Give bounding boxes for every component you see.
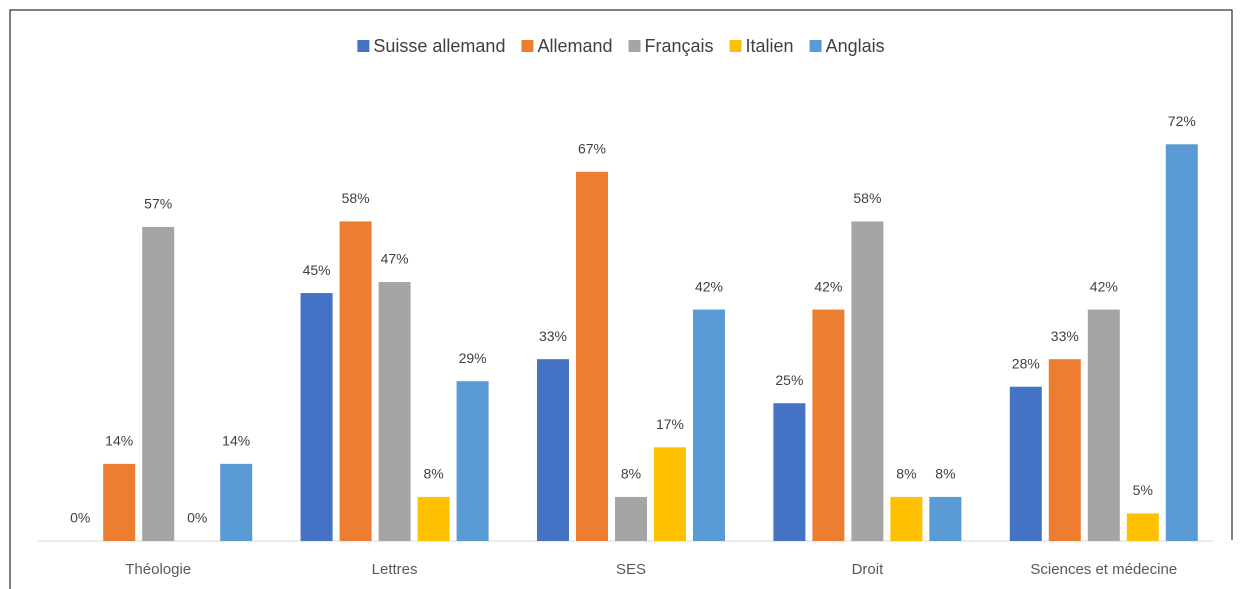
bar bbox=[693, 309, 725, 541]
data-label: 14% bbox=[222, 433, 250, 449]
bar bbox=[576, 171, 608, 541]
data-label: 8% bbox=[621, 466, 641, 482]
bar bbox=[456, 381, 489, 541]
data-label: 42% bbox=[695, 278, 723, 294]
bar bbox=[417, 496, 450, 541]
legend-label: Anglais bbox=[826, 36, 885, 56]
frame bbox=[9, 9, 1233, 589]
data-label: 8% bbox=[423, 466, 443, 482]
bar bbox=[1126, 513, 1159, 541]
data-label: 8% bbox=[896, 466, 916, 482]
bar bbox=[615, 496, 647, 541]
legend-label: Allemand bbox=[537, 36, 612, 56]
bar bbox=[773, 403, 806, 541]
data-label: 8% bbox=[935, 466, 955, 482]
data-label: 45% bbox=[303, 262, 331, 278]
data-label: 58% bbox=[853, 190, 881, 206]
bar bbox=[142, 226, 175, 541]
legend-label: Suisse allemand bbox=[373, 36, 505, 56]
bar bbox=[378, 282, 411, 541]
bar bbox=[1009, 386, 1042, 541]
bar bbox=[300, 293, 333, 541]
x-tick-label: Sciences et médecine bbox=[1030, 561, 1177, 578]
data-label: 33% bbox=[1051, 328, 1079, 344]
legend-swatch bbox=[628, 40, 641, 52]
bar bbox=[339, 221, 372, 542]
data-label: 67% bbox=[578, 141, 606, 157]
data-label: 72% bbox=[1168, 113, 1196, 129]
bar bbox=[1087, 309, 1120, 541]
x-tick-label: Théologie bbox=[125, 561, 191, 578]
data-label: 42% bbox=[814, 278, 842, 294]
legend-swatch bbox=[357, 40, 370, 52]
data-label: 57% bbox=[144, 196, 172, 212]
bar bbox=[654, 447, 686, 541]
data-label: 17% bbox=[656, 416, 684, 432]
data-label: 14% bbox=[105, 433, 133, 449]
legend-swatch bbox=[809, 40, 822, 52]
data-label: 25% bbox=[775, 372, 803, 388]
bar bbox=[890, 496, 923, 541]
legend-swatch bbox=[729, 40, 742, 52]
bar bbox=[1048, 359, 1081, 541]
data-label: 42% bbox=[1090, 278, 1118, 294]
bar bbox=[220, 463, 253, 541]
data-label: 33% bbox=[539, 328, 567, 344]
data-label: 58% bbox=[342, 190, 370, 206]
x-tick-label: Lettres bbox=[372, 561, 418, 578]
bar bbox=[1165, 144, 1198, 541]
x-tick-label: Droit bbox=[852, 561, 885, 578]
bar bbox=[929, 496, 962, 541]
data-label: 0% bbox=[70, 510, 90, 526]
data-label: 29% bbox=[459, 350, 487, 366]
bar bbox=[812, 309, 845, 541]
bar bbox=[537, 359, 569, 541]
data-label: 47% bbox=[381, 251, 409, 267]
legend-label: Italien bbox=[746, 36, 794, 56]
data-label: 0% bbox=[187, 510, 207, 526]
legend-label: Français bbox=[645, 36, 714, 56]
data-label: 28% bbox=[1012, 355, 1040, 371]
bar bbox=[103, 463, 136, 541]
data-label: 5% bbox=[1133, 482, 1153, 498]
x-tick-label: SES bbox=[616, 561, 646, 578]
legend-swatch bbox=[521, 40, 534, 52]
bar bbox=[851, 221, 884, 542]
